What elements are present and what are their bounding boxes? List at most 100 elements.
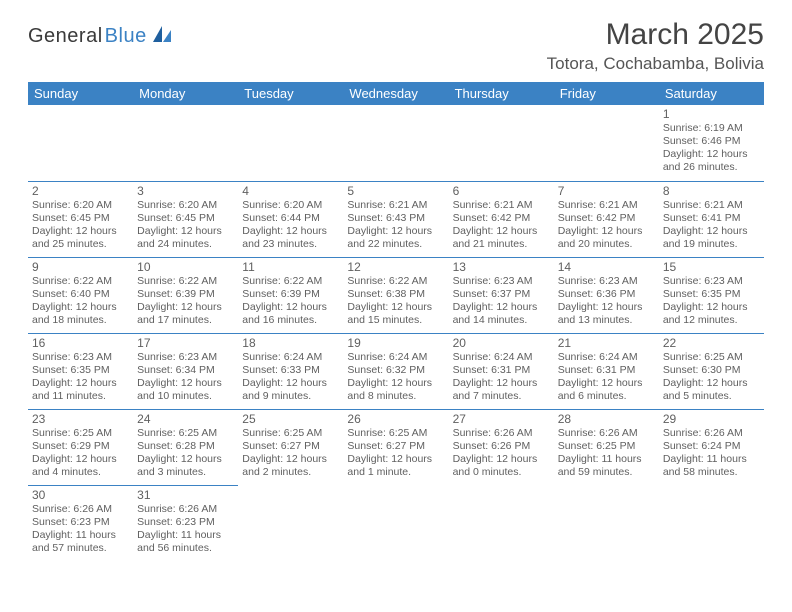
sunrise-text: Sunrise: 6:22 AM bbox=[137, 275, 234, 288]
day-number: 8 bbox=[663, 184, 760, 198]
daylight-text: Daylight: 12 hours and 23 minutes. bbox=[242, 225, 339, 251]
day-number: 13 bbox=[453, 260, 550, 274]
weekday-header: Saturday bbox=[659, 82, 764, 105]
calendar-cell: 30Sunrise: 6:26 AMSunset: 6:23 PMDayligh… bbox=[28, 485, 133, 561]
calendar-cell bbox=[343, 485, 448, 561]
daylight-text: Daylight: 12 hours and 3 minutes. bbox=[137, 453, 234, 479]
weekday-header: Friday bbox=[554, 82, 659, 105]
daylight-text: Daylight: 12 hours and 9 minutes. bbox=[242, 377, 339, 403]
day-number: 14 bbox=[558, 260, 655, 274]
calendar-cell: 25Sunrise: 6:25 AMSunset: 6:27 PMDayligh… bbox=[238, 409, 343, 485]
day-info: Sunrise: 6:25 AMSunset: 6:28 PMDaylight:… bbox=[137, 427, 234, 480]
sunset-text: Sunset: 6:43 PM bbox=[347, 212, 444, 225]
sunrise-text: Sunrise: 6:26 AM bbox=[453, 427, 550, 440]
sunrise-text: Sunrise: 6:24 AM bbox=[558, 351, 655, 364]
calendar-row: 2Sunrise: 6:20 AMSunset: 6:45 PMDaylight… bbox=[28, 181, 764, 257]
calendar-cell: 27Sunrise: 6:26 AMSunset: 6:26 PMDayligh… bbox=[449, 409, 554, 485]
day-info: Sunrise: 6:20 AMSunset: 6:45 PMDaylight:… bbox=[32, 199, 129, 252]
sunset-text: Sunset: 6:29 PM bbox=[32, 440, 129, 453]
weekday-header: Monday bbox=[133, 82, 238, 105]
day-number: 18 bbox=[242, 336, 339, 350]
daylight-text: Daylight: 12 hours and 25 minutes. bbox=[32, 225, 129, 251]
sunset-text: Sunset: 6:26 PM bbox=[453, 440, 550, 453]
day-info: Sunrise: 6:26 AMSunset: 6:23 PMDaylight:… bbox=[137, 503, 234, 556]
calendar-cell: 29Sunrise: 6:26 AMSunset: 6:24 PMDayligh… bbox=[659, 409, 764, 485]
sunset-text: Sunset: 6:44 PM bbox=[242, 212, 339, 225]
day-number: 21 bbox=[558, 336, 655, 350]
day-number: 7 bbox=[558, 184, 655, 198]
location: Totora, Cochabamba, Bolivia bbox=[547, 54, 764, 74]
calendar-cell: 17Sunrise: 6:23 AMSunset: 6:34 PMDayligh… bbox=[133, 333, 238, 409]
daylight-text: Daylight: 12 hours and 19 minutes. bbox=[663, 225, 760, 251]
day-info: Sunrise: 6:26 AMSunset: 6:24 PMDaylight:… bbox=[663, 427, 760, 480]
sail-icon bbox=[151, 24, 173, 49]
day-number: 25 bbox=[242, 412, 339, 426]
sunset-text: Sunset: 6:27 PM bbox=[242, 440, 339, 453]
calendar-cell: 7Sunrise: 6:21 AMSunset: 6:42 PMDaylight… bbox=[554, 181, 659, 257]
calendar-cell: 4Sunrise: 6:20 AMSunset: 6:44 PMDaylight… bbox=[238, 181, 343, 257]
sunrise-text: Sunrise: 6:23 AM bbox=[137, 351, 234, 364]
calendar-cell bbox=[238, 485, 343, 561]
calendar-cell: 6Sunrise: 6:21 AMSunset: 6:42 PMDaylight… bbox=[449, 181, 554, 257]
calendar-cell: 28Sunrise: 6:26 AMSunset: 6:25 PMDayligh… bbox=[554, 409, 659, 485]
day-info: Sunrise: 6:22 AMSunset: 6:38 PMDaylight:… bbox=[347, 275, 444, 328]
daylight-text: Daylight: 12 hours and 16 minutes. bbox=[242, 301, 339, 327]
day-info: Sunrise: 6:24 AMSunset: 6:33 PMDaylight:… bbox=[242, 351, 339, 404]
calendar-cell: 10Sunrise: 6:22 AMSunset: 6:39 PMDayligh… bbox=[133, 257, 238, 333]
sunrise-text: Sunrise: 6:26 AM bbox=[663, 427, 760, 440]
sunset-text: Sunset: 6:33 PM bbox=[242, 364, 339, 377]
sunrise-text: Sunrise: 6:25 AM bbox=[242, 427, 339, 440]
sunset-text: Sunset: 6:25 PM bbox=[558, 440, 655, 453]
daylight-text: Daylight: 12 hours and 12 minutes. bbox=[663, 301, 760, 327]
daylight-text: Daylight: 12 hours and 20 minutes. bbox=[558, 225, 655, 251]
weekday-header-row: Sunday Monday Tuesday Wednesday Thursday… bbox=[28, 82, 764, 105]
sunset-text: Sunset: 6:39 PM bbox=[137, 288, 234, 301]
day-info: Sunrise: 6:19 AMSunset: 6:46 PMDaylight:… bbox=[663, 122, 760, 175]
day-info: Sunrise: 6:26 AMSunset: 6:23 PMDaylight:… bbox=[32, 503, 129, 556]
day-number: 6 bbox=[453, 184, 550, 198]
sunset-text: Sunset: 6:39 PM bbox=[242, 288, 339, 301]
sunrise-text: Sunrise: 6:22 AM bbox=[32, 275, 129, 288]
sunrise-text: Sunrise: 6:22 AM bbox=[347, 275, 444, 288]
daylight-text: Daylight: 12 hours and 6 minutes. bbox=[558, 377, 655, 403]
calendar-row: 23Sunrise: 6:25 AMSunset: 6:29 PMDayligh… bbox=[28, 409, 764, 485]
day-info: Sunrise: 6:26 AMSunset: 6:25 PMDaylight:… bbox=[558, 427, 655, 480]
calendar-cell: 13Sunrise: 6:23 AMSunset: 6:37 PMDayligh… bbox=[449, 257, 554, 333]
day-number: 19 bbox=[347, 336, 444, 350]
calendar-cell bbox=[449, 105, 554, 181]
daylight-text: Daylight: 12 hours and 21 minutes. bbox=[453, 225, 550, 251]
calendar-cell: 18Sunrise: 6:24 AMSunset: 6:33 PMDayligh… bbox=[238, 333, 343, 409]
sunset-text: Sunset: 6:23 PM bbox=[137, 516, 234, 529]
sunset-text: Sunset: 6:37 PM bbox=[453, 288, 550, 301]
calendar-cell bbox=[343, 105, 448, 181]
sunrise-text: Sunrise: 6:21 AM bbox=[453, 199, 550, 212]
sunrise-text: Sunrise: 6:21 AM bbox=[558, 199, 655, 212]
sunrise-text: Sunrise: 6:25 AM bbox=[137, 427, 234, 440]
day-info: Sunrise: 6:21 AMSunset: 6:41 PMDaylight:… bbox=[663, 199, 760, 252]
sunrise-text: Sunrise: 6:23 AM bbox=[453, 275, 550, 288]
sunset-text: Sunset: 6:32 PM bbox=[347, 364, 444, 377]
sunset-text: Sunset: 6:42 PM bbox=[453, 212, 550, 225]
logo: GeneralBlue bbox=[28, 18, 173, 49]
sunrise-text: Sunrise: 6:24 AM bbox=[242, 351, 339, 364]
daylight-text: Daylight: 12 hours and 2 minutes. bbox=[242, 453, 339, 479]
day-info: Sunrise: 6:21 AMSunset: 6:42 PMDaylight:… bbox=[453, 199, 550, 252]
calendar-cell bbox=[238, 105, 343, 181]
day-info: Sunrise: 6:23 AMSunset: 6:37 PMDaylight:… bbox=[453, 275, 550, 328]
sunrise-text: Sunrise: 6:26 AM bbox=[558, 427, 655, 440]
calendar-cell bbox=[554, 105, 659, 181]
calendar-cell: 15Sunrise: 6:23 AMSunset: 6:35 PMDayligh… bbox=[659, 257, 764, 333]
sunset-text: Sunset: 6:40 PM bbox=[32, 288, 129, 301]
day-number: 15 bbox=[663, 260, 760, 274]
sunrise-text: Sunrise: 6:20 AM bbox=[242, 199, 339, 212]
day-info: Sunrise: 6:20 AMSunset: 6:44 PMDaylight:… bbox=[242, 199, 339, 252]
daylight-text: Daylight: 12 hours and 10 minutes. bbox=[137, 377, 234, 403]
calendar-cell: 23Sunrise: 6:25 AMSunset: 6:29 PMDayligh… bbox=[28, 409, 133, 485]
daylight-text: Daylight: 12 hours and 17 minutes. bbox=[137, 301, 234, 327]
daylight-text: Daylight: 12 hours and 22 minutes. bbox=[347, 225, 444, 251]
sunset-text: Sunset: 6:28 PM bbox=[137, 440, 234, 453]
day-info: Sunrise: 6:23 AMSunset: 6:35 PMDaylight:… bbox=[663, 275, 760, 328]
daylight-text: Daylight: 11 hours and 56 minutes. bbox=[137, 529, 234, 555]
calendar-cell bbox=[449, 485, 554, 561]
sunset-text: Sunset: 6:30 PM bbox=[663, 364, 760, 377]
